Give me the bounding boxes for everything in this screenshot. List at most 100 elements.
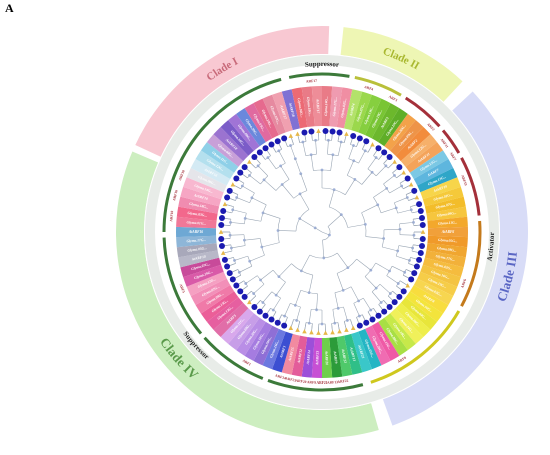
tree-branch <box>356 258 372 271</box>
gene-wedge <box>413 159 454 186</box>
clade-band-IV <box>116 151 379 438</box>
tree-branch <box>249 254 265 262</box>
arf-group-label: ARF7 <box>449 151 457 161</box>
gene-label: AtARF6 <box>441 230 455 234</box>
gene-label: Glyma.01G... <box>433 192 453 201</box>
tree-branch <box>244 238 261 241</box>
tree-branch <box>290 145 296 159</box>
soybean-leaf-marker <box>416 256 423 263</box>
gene-wedge <box>351 91 372 133</box>
gene-label: Glyma.07G... <box>435 202 455 210</box>
gene-label: Glyma.01G... <box>364 339 375 359</box>
arf-group-ring: ARF17 ARF4 ARF3 ARF2 ARF11 ARF7 ARF19 ARF6 ARF8 A… <box>162 72 482 392</box>
gene-wedge <box>400 134 438 167</box>
tree-branch <box>343 306 348 321</box>
arabidopsis-leaf-marker <box>222 201 228 207</box>
soybean-leaf-marker <box>381 308 388 315</box>
gene-label: Glyma.19G... <box>194 270 214 280</box>
gene-wedge <box>253 325 279 366</box>
tree-branch <box>332 309 336 324</box>
gene-wedge <box>213 126 249 162</box>
gene-label: Glyma.08G... <box>437 246 457 253</box>
tree-branch <box>391 265 405 273</box>
soybean-leaf-marker <box>381 149 388 156</box>
gene-wedge <box>272 91 293 133</box>
gene-wedge <box>301 336 315 378</box>
gene-label: Glyma.05G... <box>438 238 458 243</box>
arabidopsis-leaf-marker <box>350 325 356 330</box>
soybean-leaf-marker <box>233 282 240 289</box>
gene-label: Glyma.02G... <box>433 262 453 271</box>
soybean-leaf-marker <box>237 288 244 295</box>
soybean-leaf-marker <box>237 169 244 176</box>
gene-wedge <box>272 331 293 373</box>
gene-wedge <box>281 89 300 131</box>
gene-wedge <box>311 86 322 127</box>
arf-group-label: ARF18 <box>178 169 186 181</box>
gene-wedge <box>365 98 391 139</box>
arf-group-arc <box>162 237 203 335</box>
tree-branch <box>245 275 258 284</box>
gene-wedge <box>322 86 333 127</box>
clade-band-I <box>135 26 330 157</box>
soybean-leaf-marker <box>419 221 426 228</box>
arabidopsis-leaf-marker <box>330 330 335 335</box>
gene-label: Glyma.06G... <box>197 175 217 187</box>
arabidopsis-leaf-marker <box>247 159 252 164</box>
tree-branch <box>347 224 366 228</box>
gene-label: Glyma.14G... <box>194 184 214 194</box>
gene-wedge <box>358 328 382 370</box>
arabidopsis-leaf-marker <box>344 327 349 332</box>
tree-branch <box>358 150 366 164</box>
soybean-leaf-marker <box>416 201 423 208</box>
arf-group-label: ARF19 <box>460 174 468 186</box>
gene-label: Glyma.18G... <box>189 202 209 210</box>
tree-branch <box>371 291 382 303</box>
soybean-leaf-marker <box>396 164 403 171</box>
gene-label: AtARF8 <box>422 293 436 304</box>
gene-wedge <box>195 285 235 314</box>
tree-branch <box>345 179 356 195</box>
tree-branch <box>231 245 246 249</box>
soybean-leaf-marker <box>419 236 426 243</box>
soybean-leaf-marker <box>363 138 370 145</box>
gene-label: Glyma.01G... <box>186 220 206 225</box>
gene-wedge <box>395 126 431 162</box>
gene-wedge <box>228 313 260 351</box>
gene-wedge <box>427 226 469 238</box>
gene-label: AtARF23 <box>315 351 320 367</box>
gene-label: AtARF7 <box>426 168 440 178</box>
gene-wedge <box>176 235 217 248</box>
tree-branch <box>278 150 286 164</box>
gene-wedge <box>344 89 363 131</box>
gene-wedge <box>378 108 408 147</box>
tree-branch <box>350 286 359 302</box>
arf-group-arc <box>203 336 264 380</box>
arabidopsis-leaf-marker <box>288 133 294 138</box>
clade-band-II <box>340 27 463 102</box>
gene-label: Glyma.16G... <box>269 339 280 359</box>
gene-wedge <box>180 257 222 278</box>
soybean-leaf-marker <box>251 304 258 311</box>
arabidopsis-leaf-marker <box>218 229 224 234</box>
arabidopsis-leaf-marker <box>370 142 375 147</box>
arf-group-label: ARF21 <box>317 381 328 385</box>
arf-group-label: ARF9 <box>307 380 317 385</box>
gene-label: Glyma.18G... <box>306 97 312 117</box>
gene-wedge-ring: AtARF18 Glyma.06G... Glyma.18G... AtARF17 Gl… <box>176 86 469 378</box>
gene-label: AtARF17 <box>279 104 288 120</box>
gene-label: AtARF1 <box>279 345 287 359</box>
gene-wedge <box>417 271 458 297</box>
gene-wedge <box>420 264 461 287</box>
arf-group-label: ARF2 <box>426 122 435 132</box>
tree-branch <box>251 197 267 206</box>
gene-wedge <box>322 337 333 378</box>
gene-label: Glyma.17G... <box>186 238 206 243</box>
arabidopsis-leaf-marker <box>302 329 307 334</box>
tree-branch <box>245 218 261 222</box>
arf-group-label: ARF10 <box>169 210 174 222</box>
tree-branch <box>232 209 247 214</box>
gene-label: AtARF4 <box>349 103 356 117</box>
soybean-leaf-marker <box>256 308 263 315</box>
